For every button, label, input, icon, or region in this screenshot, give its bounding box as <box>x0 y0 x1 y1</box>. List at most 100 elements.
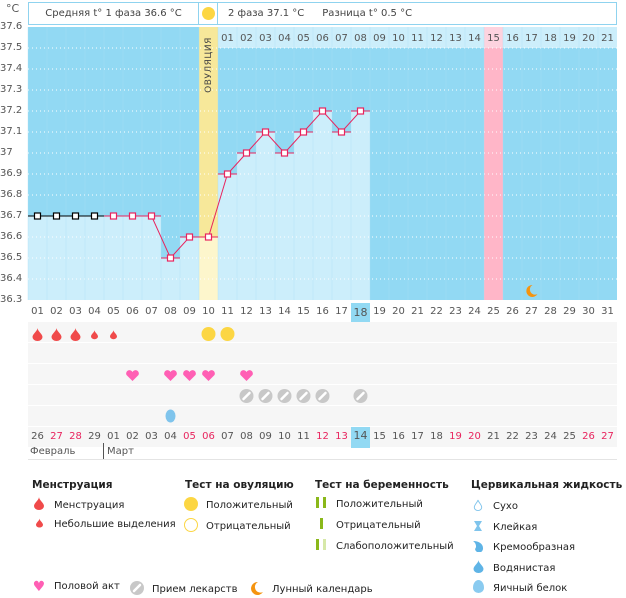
cycle-day-label[interactable]: 24 <box>468 306 481 317</box>
cycle-day-label[interactable]: 23 <box>449 306 462 317</box>
legend-cervical-dry: Сухо <box>469 499 518 514</box>
legend-cervical-sticky: Клейкая <box>469 520 537 535</box>
cycle-day-label[interactable]: 05 <box>107 306 120 317</box>
cycle-day-label[interactable]: 15 <box>297 306 310 317</box>
legend-label: Яичный белок <box>493 582 568 594</box>
phase2-day-label: 20 <box>582 33 595 44</box>
phase2-day-label: 16 <box>506 33 519 44</box>
calendar-date-label[interactable]: 11 <box>297 431 310 442</box>
calendar-date-label[interactable]: 22 <box>506 431 519 442</box>
cycle-day-label[interactable]: 08 <box>164 306 177 317</box>
cycle-day-label[interactable]: 19 <box>373 306 386 317</box>
cycle-day-label[interactable]: 01 <box>31 306 44 317</box>
heart-icon: ♥ <box>32 578 46 595</box>
cycle-day-label[interactable]: 18 <box>353 306 368 319</box>
cycle-day-label[interactable]: 27 <box>525 306 538 317</box>
calendar-date-label[interactable]: 12 <box>316 431 329 442</box>
calendar-date-label[interactable]: 15 <box>373 431 386 442</box>
cycle-day-label[interactable]: 07 <box>145 306 158 317</box>
dry-drop-icon <box>469 499 487 514</box>
cycle-day-label[interactable]: 13 <box>259 306 272 317</box>
calendar-date-label[interactable]: 29 <box>88 431 101 442</box>
calendar-date-label[interactable]: 17 <box>411 431 424 442</box>
data-point <box>128 212 137 220</box>
temp-bar <box>351 111 370 300</box>
filled-circle-icon <box>182 497 200 514</box>
cycle-day-label[interactable]: 09 <box>183 306 196 317</box>
legend-cervical-watery: Водянистая <box>469 560 555 576</box>
cycle-day-label[interactable]: 02 <box>50 306 63 317</box>
calendar-date-label[interactable]: 10 <box>278 431 291 442</box>
calendar-date-label[interactable]: 02 <box>126 431 139 442</box>
temp-bar <box>180 237 199 300</box>
cycle-day-label[interactable]: 28 <box>544 306 557 317</box>
moon-icon <box>248 581 266 598</box>
cycle-day-label[interactable]: 14 <box>278 306 291 317</box>
ovulation-band-label: ОВУЛЯЦИЯ <box>199 30 218 100</box>
ovulation-test-positive-icon <box>220 327 235 341</box>
calendar-date-label[interactable]: 13 <box>335 431 348 442</box>
y-tick-label: 37.6 <box>0 21 23 32</box>
calendar-date-label[interactable]: 24 <box>544 431 557 442</box>
temp-bar <box>237 153 256 300</box>
calendar-date-label[interactable]: 26 <box>582 431 595 442</box>
calendar-date-label[interactable]: 01 <box>107 431 120 442</box>
y-tick-label: 36.8 <box>0 189 23 200</box>
cycle-day-label[interactable]: 17 <box>335 306 348 317</box>
calendar-date-label[interactable]: 03 <box>145 431 158 442</box>
calendar-date-label[interactable]: 04 <box>164 431 177 442</box>
data-point <box>318 107 327 115</box>
calendar-date-label[interactable]: 08 <box>240 431 253 442</box>
data-point <box>204 233 213 241</box>
divider <box>28 459 617 460</box>
phase2-day-label: 18 <box>544 33 557 44</box>
cycle-day-label[interactable]: 10 <box>202 306 215 317</box>
calendar-date-label[interactable]: 19 <box>449 431 462 442</box>
calendar-date-label[interactable]: 14 <box>353 429 368 442</box>
cycle-day-label[interactable]: 16 <box>316 306 329 317</box>
cycle-day-label[interactable]: 30 <box>582 306 595 317</box>
phase2-day-label: 01 <box>221 33 234 44</box>
blood-drop-icon <box>32 328 43 341</box>
data-point <box>223 170 232 178</box>
calendar-date-label[interactable]: 09 <box>259 431 272 442</box>
calendar-date-label[interactable]: 27 <box>50 431 63 442</box>
calendar-date-label[interactable]: 23 <box>525 431 538 442</box>
cycle-day-label[interactable]: 11 <box>221 306 234 317</box>
calendar-date-label[interactable]: 05 <box>183 431 196 442</box>
sticky-icon <box>469 520 487 535</box>
calendar-date-label[interactable]: 18 <box>430 431 443 442</box>
calendar-date-label[interactable]: 16 <box>392 431 405 442</box>
cycle-day-label[interactable]: 25 <box>487 306 500 317</box>
calendar-date-label[interactable]: 21 <box>487 431 500 442</box>
cycle-day-label[interactable]: 03 <box>69 306 82 317</box>
cycle-day-label[interactable]: 12 <box>240 306 253 317</box>
calendar-date-label[interactable]: 28 <box>69 431 82 442</box>
calendar-date-label[interactable]: 25 <box>563 431 576 442</box>
month-february: Февраль <box>30 446 76 457</box>
sun-icon <box>201 7 215 20</box>
temp-bar <box>313 111 332 300</box>
cycle-day-label[interactable]: 29 <box>563 306 576 317</box>
cycle-day-label[interactable]: 20 <box>392 306 405 317</box>
legend-ovulation-title: Тест на овуляцию <box>185 479 294 491</box>
cycle-day-label[interactable]: 31 <box>601 306 614 317</box>
y-tick-label: 37.5 <box>0 42 23 53</box>
cycle-day-label[interactable]: 22 <box>430 306 443 317</box>
legend-cervical-title: Цервикальная жидкость <box>471 479 623 491</box>
calendar-date-label[interactable]: 20 <box>468 431 481 442</box>
calendar-date-label[interactable]: 06 <box>202 431 215 442</box>
legend-ovulation-negative: Отрицательный <box>182 518 291 535</box>
data-point <box>166 254 175 262</box>
legend-pregnancy-positive: Положительный <box>312 497 423 511</box>
cycle-day-label[interactable]: 26 <box>506 306 519 317</box>
calendar-date-label[interactable]: 26 <box>31 431 44 442</box>
cycle-day-label[interactable]: 21 <box>411 306 424 317</box>
calendar-date-label[interactable]: 27 <box>601 431 614 442</box>
calendar-date-label[interactable]: 07 <box>221 431 234 442</box>
cycle-day-label[interactable]: 04 <box>88 306 101 317</box>
cycle-day-label[interactable]: 06 <box>126 306 139 317</box>
phase2-day-label: 17 <box>525 33 538 44</box>
event-row <box>28 364 617 384</box>
